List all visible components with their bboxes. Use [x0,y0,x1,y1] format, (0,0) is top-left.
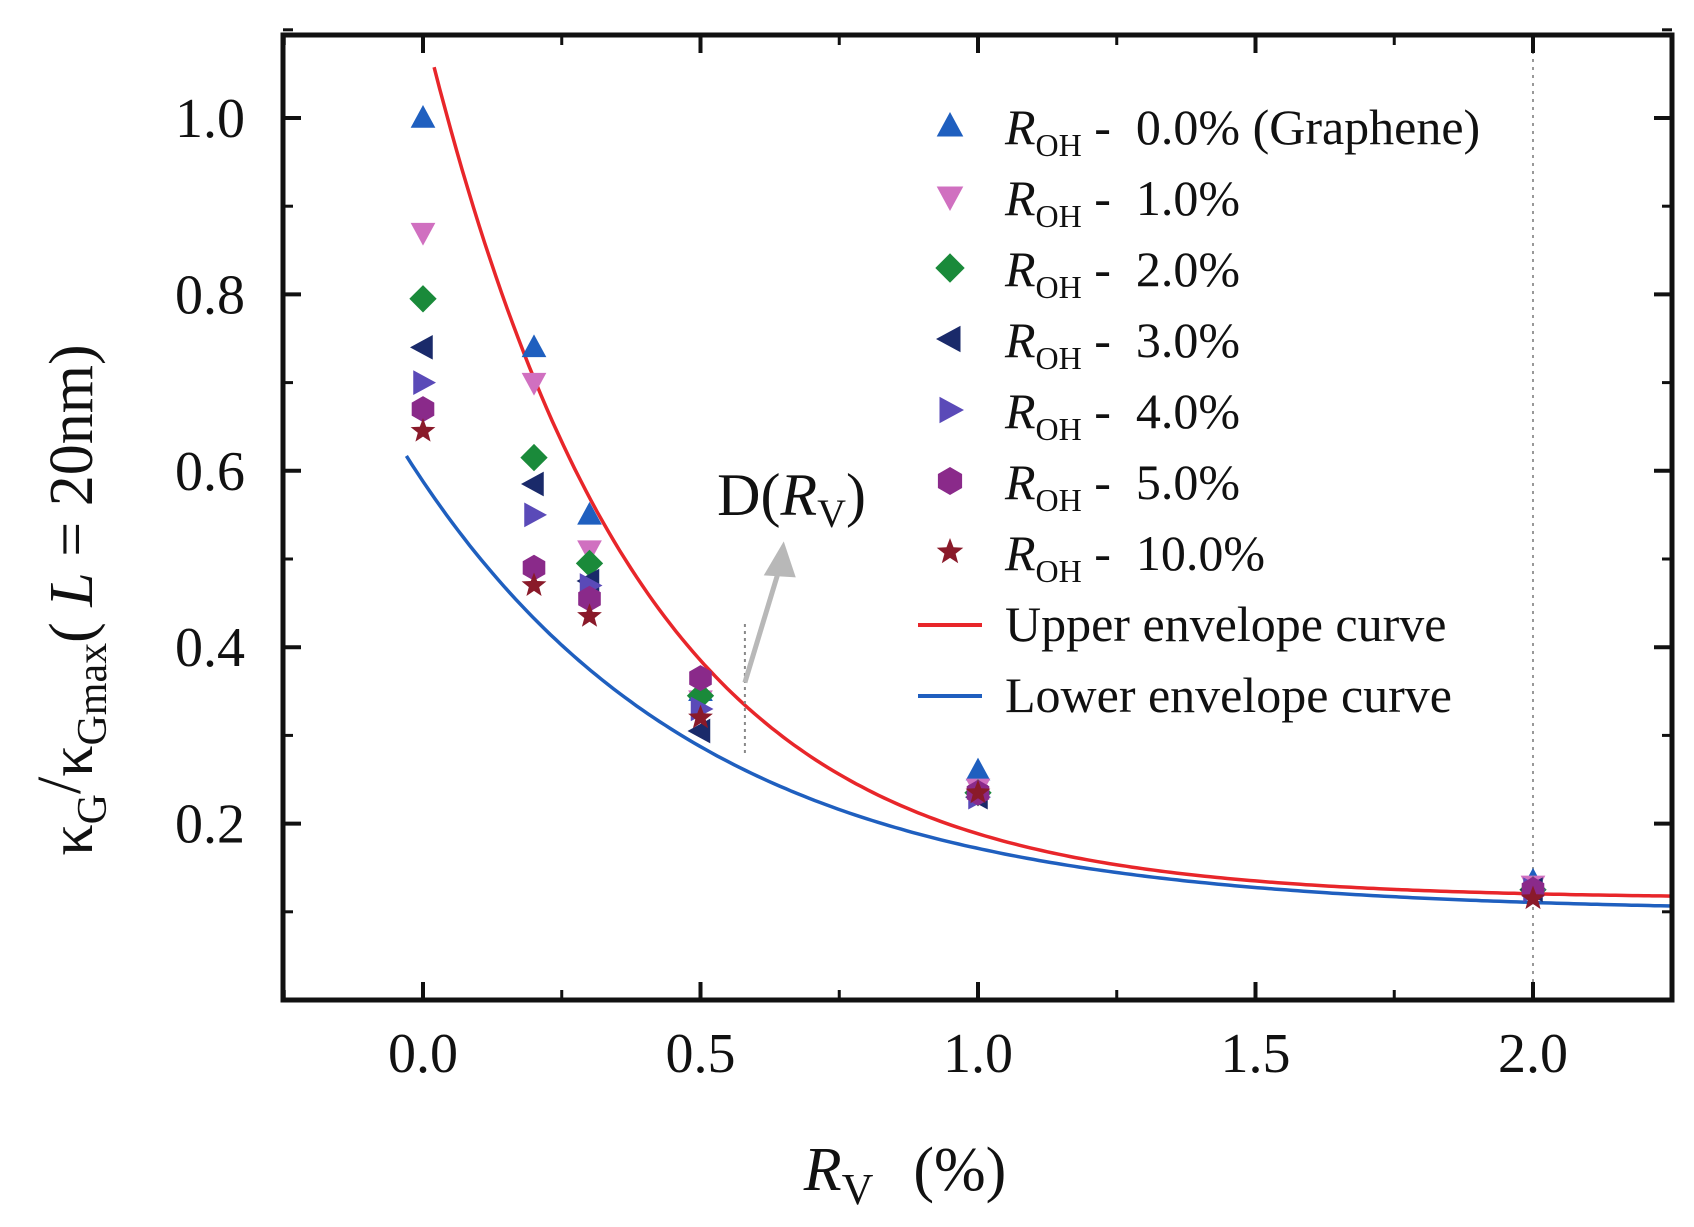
data-point [413,370,436,395]
data-point [577,501,602,525]
data-point [965,779,991,804]
x-tick-label: 2.0 [1498,1023,1568,1085]
y-title-open: ( [38,607,106,643]
y-tick-label: 0.6 [175,441,245,503]
data-point [524,502,547,528]
y-tick-label: 0.2 [175,794,245,856]
data-point [521,471,544,497]
y-tick-label: 0.8 [175,264,245,326]
data-point [410,418,436,442]
legend-label: ROH - 4.0% [1004,383,1240,447]
legend-label: ROH - 5.0% [1004,454,1240,518]
legend-label: ROH - 3.0% [1004,312,1240,376]
y-title-kappa1: κ [38,824,106,855]
x-title-sub: V [842,1165,874,1214]
legend-label: ROH - 0.0% (Graphene) [1004,99,1480,163]
legend-marker [939,396,964,424]
legend-item: Upper envelope curve [918,596,1446,652]
legend-item: ROH - 5.0% [937,454,1240,518]
legend-label: Lower envelope curve [1005,667,1452,723]
data-point [522,554,546,581]
data-point [410,105,436,128]
x-title-var: R [803,1136,842,1204]
y-title-slash: / [26,776,94,794]
x-title-unit: (%) [913,1136,1006,1204]
y-tick-label: 1.0 [175,88,245,150]
y-title-kappa2: κ [38,746,106,777]
plot-frame [280,32,1675,1003]
data-point [689,665,712,692]
data-point [410,334,433,360]
legend-item: ROH - 3.0% [936,312,1240,376]
legend-label: ROH - 10.0% [1004,525,1265,589]
legend: ROH - 0.0% (Graphene) ROH - 1.0% ROH - 2.0… [918,99,1480,723]
legend-marker [937,467,963,495]
data-point [411,396,435,423]
legend-marker [936,538,964,564]
data-point [520,443,548,472]
legend-label: Upper envelope curve [1005,596,1446,652]
x-axis-title: RV (%) [803,1136,1007,1214]
data-point [521,572,547,596]
y-title-sub2: Gmax [70,643,116,746]
data-point [1520,885,1546,910]
data-point [409,285,437,313]
data-point [577,603,602,627]
series-6 [410,418,1546,910]
annotation-arrow-head [763,541,796,578]
data-point [688,704,713,729]
y-title-eq: = 20nm) [38,344,106,572]
y-axis-title: κG/κGmax( L = 20nm) [26,344,116,855]
legend-marker [936,112,964,137]
annotation-arrow-shaft [742,566,783,684]
x-tick-label: 1.5 [1221,1023,1291,1085]
annotation-label: D(RV) [717,462,866,536]
legend-marker [935,253,965,283]
y-title-L: L [38,572,106,607]
x-tick-label: 1.0 [943,1023,1013,1085]
legend-item: ROH - 1.0% [936,170,1240,234]
legend-item: ROH - 2.0% [935,241,1240,305]
legend-item: ROH - 0.0% (Graphene) [936,99,1480,163]
legend-item: ROH - 4.0% [939,383,1240,447]
data-point [521,334,547,358]
data-point [521,372,547,396]
legend-marker [936,325,961,353]
data-point [578,585,601,612]
legend-label: ROH - 1.0% [1004,170,1240,234]
data-point [410,222,436,246]
lower-envelope-curve [404,454,1672,908]
legend-item: ROH - 10.0% [936,525,1265,589]
x-tick-label: 0.0 [388,1023,458,1085]
upper-envelope-curve [432,66,1672,898]
x-tick-label: 0.5 [666,1023,736,1085]
y-title-sub1: G [70,794,116,824]
data-point [965,757,991,781]
legend-label: ROH - 2.0% [1004,241,1240,305]
y-tick-label: 0.4 [175,617,245,679]
legend-marker [936,186,964,211]
data-point [575,549,604,578]
legend-item: Lower envelope curve [918,667,1452,723]
